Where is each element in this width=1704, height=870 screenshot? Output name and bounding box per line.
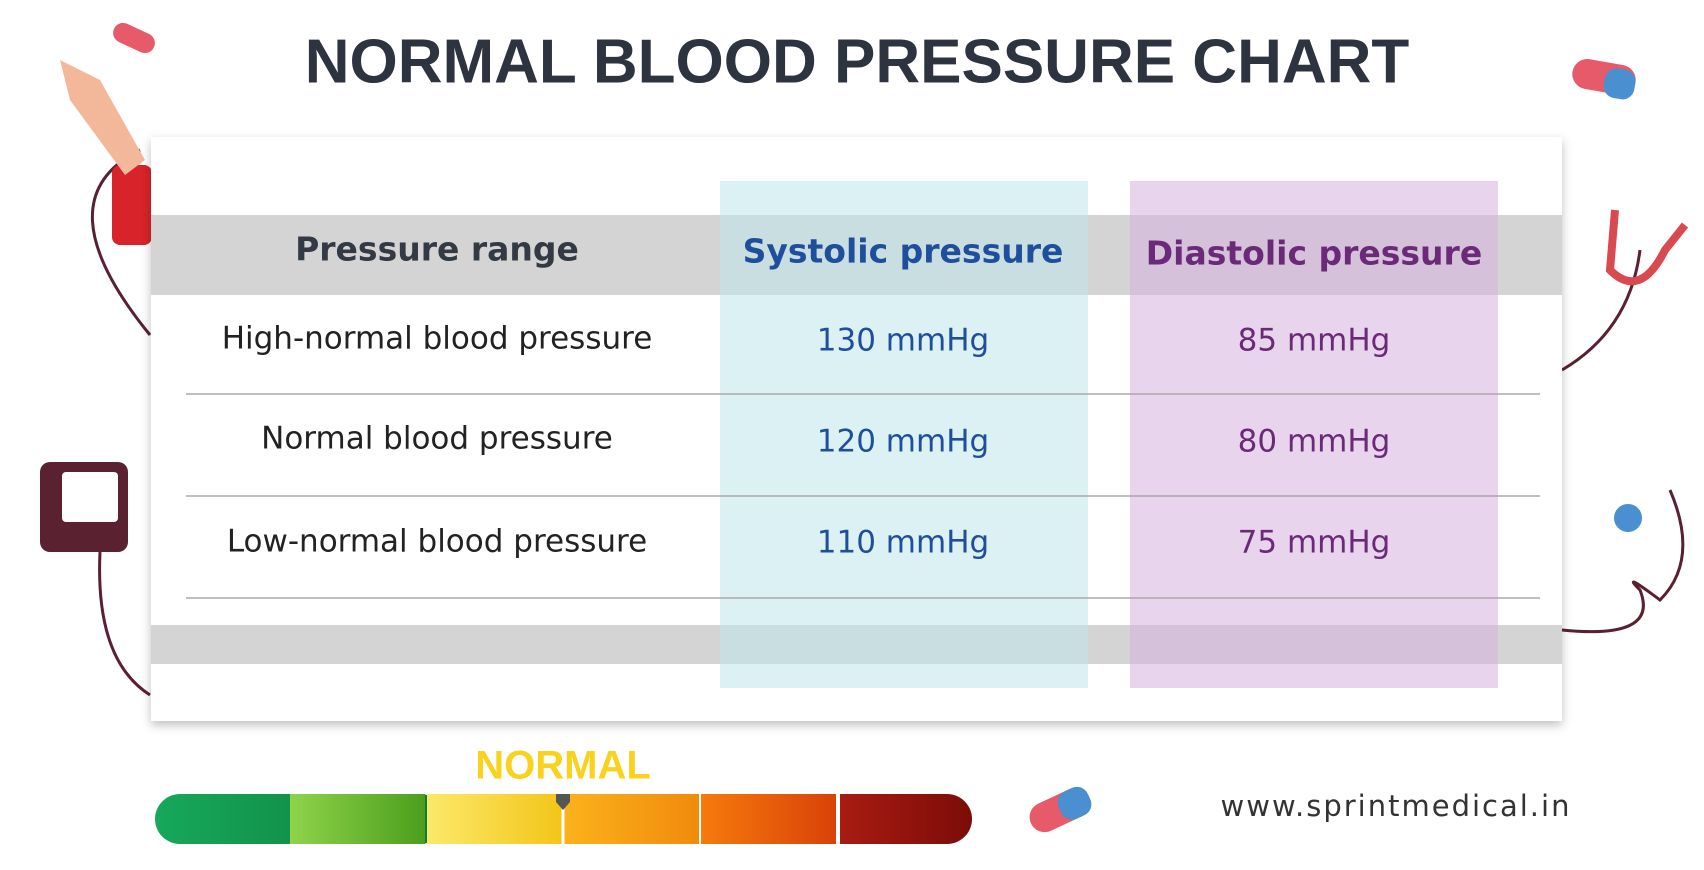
systolic-column <box>720 181 1088 688</box>
table-cell: Low-normal blood pressure <box>227 524 647 560</box>
diastolic-column <box>1130 181 1498 688</box>
table-cell: Normal blood pressure <box>261 421 613 457</box>
table-cell: 120 mmHg <box>817 424 989 460</box>
table-cell: 130 mmHg <box>817 323 989 359</box>
table-cell: 75 mmHg <box>1238 525 1391 561</box>
title: NORMAL BLOOD PRESSURE CHART <box>305 27 1410 96</box>
table-cell: High-normal blood pressure <box>222 321 653 357</box>
decoration <box>40 22 1689 833</box>
column-header: Diastolic pressure <box>1146 234 1482 273</box>
column-header: Pressure range <box>295 230 579 269</box>
table-cell: 110 mmHg <box>817 525 989 561</box>
table-cell: 80 mmHg <box>1238 424 1391 460</box>
gauge <box>155 794 972 844</box>
table-cell: 85 mmHg <box>1238 323 1391 359</box>
gauge-label: NORMAL <box>475 744 651 788</box>
website[interactable]: www.sprintmedical.in <box>1221 789 1572 823</box>
column-header: Systolic pressure <box>743 232 1064 271</box>
